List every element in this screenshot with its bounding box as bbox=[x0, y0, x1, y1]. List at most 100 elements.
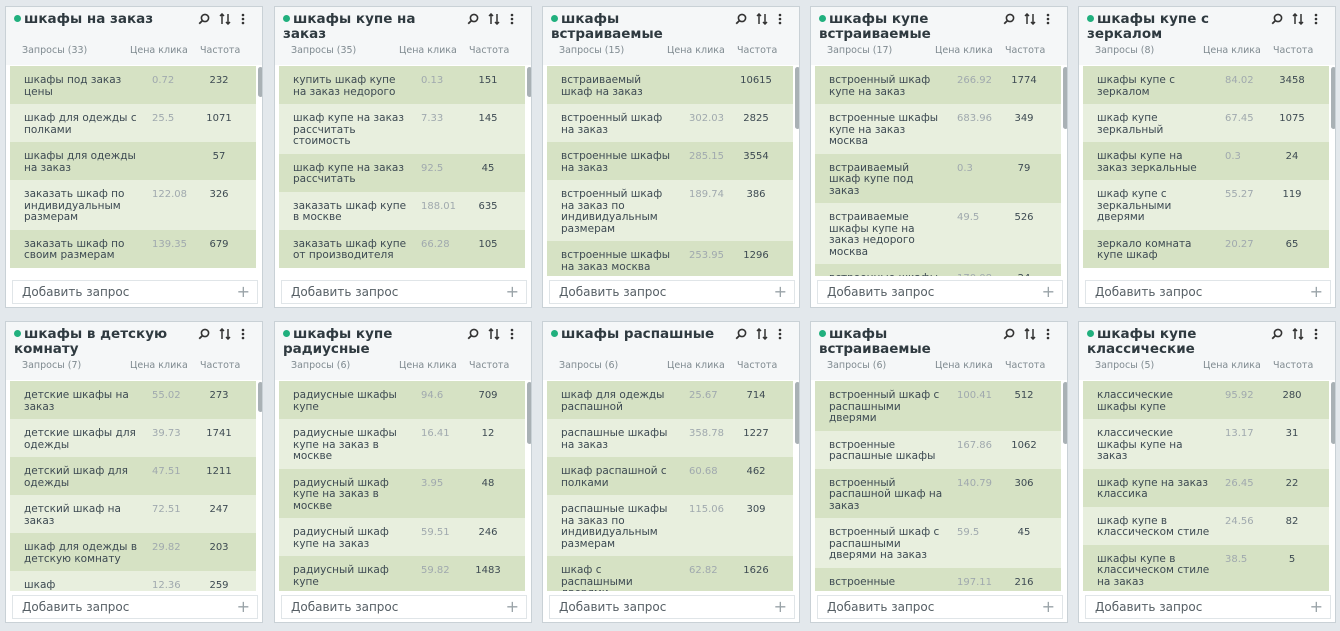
column-header-frequency[interactable]: Частота bbox=[737, 45, 778, 56]
search-icon[interactable] bbox=[735, 13, 747, 25]
query-row[interactable]: шкаф купе с зеркальными дверями 55.27 119 bbox=[1083, 180, 1329, 230]
column-header-frequency[interactable]: Частота bbox=[737, 360, 778, 371]
column-header-price[interactable]: Цена клика bbox=[130, 360, 188, 371]
plus-icon[interactable]: + bbox=[505, 282, 519, 301]
query-row[interactable]: встраиваемый шкаф на заказ 10615 bbox=[547, 66, 793, 104]
kebab-menu-icon[interactable] bbox=[1045, 13, 1057, 25]
scrollbar-thumb[interactable] bbox=[1063, 382, 1067, 444]
query-row[interactable]: шкафы купе на заказ зеркальные 0.3 24 bbox=[1083, 142, 1329, 180]
add-query-input[interactable]: Добавить запрос + bbox=[549, 595, 795, 619]
query-row[interactable]: распашные шкафы на заказ по индивидуальн… bbox=[547, 495, 793, 556]
query-row[interactable]: шкафы купе с зеркалом 84.02 3458 bbox=[1083, 66, 1329, 104]
add-query-input[interactable]: Добавить запрос + bbox=[817, 595, 1063, 619]
query-row[interactable]: детский шкаф на заказ 72.51 247 bbox=[10, 495, 256, 533]
plus-icon[interactable]: + bbox=[1041, 282, 1055, 301]
group-title[interactable]: шкафы купе радиусные bbox=[283, 327, 461, 357]
plus-icon[interactable]: + bbox=[773, 282, 787, 301]
kebab-menu-icon[interactable] bbox=[1313, 13, 1325, 25]
sort-icon[interactable] bbox=[488, 13, 500, 25]
search-icon[interactable] bbox=[467, 13, 479, 25]
column-header-frequency[interactable]: Частота bbox=[1005, 45, 1046, 56]
plus-icon[interactable]: + bbox=[505, 597, 519, 616]
kebab-menu-icon[interactable] bbox=[777, 13, 789, 25]
query-row[interactable]: шкаф с распашными дверями 62.82 1626 bbox=[547, 556, 793, 591]
scrollbar-thumb[interactable] bbox=[527, 382, 531, 444]
scrollbar-thumb[interactable] bbox=[1331, 382, 1335, 444]
sort-icon[interactable] bbox=[756, 13, 768, 25]
sort-icon[interactable] bbox=[488, 328, 500, 340]
column-header-price[interactable]: Цена клика bbox=[130, 45, 188, 56]
sort-icon[interactable] bbox=[1292, 328, 1304, 340]
column-header-query[interactable]: Запросы (5) bbox=[1095, 360, 1154, 371]
column-header-query[interactable]: Запросы (8) bbox=[1095, 45, 1154, 56]
add-query-input[interactable]: Добавить запрос + bbox=[281, 280, 527, 304]
query-row[interactable]: встроенные шкафы купе на заказ москва 683… bbox=[815, 104, 1061, 154]
query-row[interactable]: встроенные распашные шкафы 167.86 1062 bbox=[815, 430, 1061, 469]
add-query-input[interactable]: Добавить запрос + bbox=[549, 280, 795, 304]
query-row[interactable]: шкафы для одежды на заказ 57 bbox=[10, 142, 256, 180]
query-row[interactable]: радиусный шкаф купе на заказ 59.51 246 bbox=[279, 518, 525, 556]
query-row[interactable]: классические шкафы купе на заказ 13.17 31 bbox=[1083, 419, 1329, 469]
kebab-menu-icon[interactable] bbox=[240, 328, 252, 340]
scrollbar-thumb[interactable] bbox=[795, 382, 799, 444]
query-row[interactable]: шкаф купе на заказ рассчитать стоимость 7… bbox=[279, 104, 525, 154]
query-row[interactable]: встроенный шкаф купе на заказ 266.92 1774 bbox=[815, 66, 1061, 104]
column-header-frequency[interactable]: Частота bbox=[1005, 360, 1046, 371]
group-title[interactable]: шкафы купе на заказ bbox=[283, 12, 461, 42]
query-row[interactable]: заказать шкаф по индивидуальным размерам… bbox=[10, 180, 256, 230]
add-query-input[interactable]: Добавить запрос + bbox=[12, 595, 258, 619]
plus-icon[interactable]: + bbox=[236, 282, 250, 301]
column-header-price[interactable]: Цена клика bbox=[399, 360, 457, 371]
query-row[interactable]: радиусные шкафы купе 94.6 709 bbox=[279, 381, 525, 419]
plus-icon[interactable]: + bbox=[1309, 282, 1323, 301]
query-row[interactable]: детский шкаф для одежды 47.51 1211 bbox=[10, 457, 256, 495]
column-header-price[interactable]: Цена клика bbox=[935, 45, 993, 56]
query-row[interactable]: встраиваемый шкаф купе под заказ 0.3 79 bbox=[815, 153, 1061, 203]
query-row[interactable]: радиусный шкаф купе на заказ в москве 3.9… bbox=[279, 468, 525, 518]
query-row[interactable]: встраиваемые шкафы купе на заказ недорог… bbox=[815, 203, 1061, 264]
query-row[interactable]: шкафы под заказ цены 0.72 232 bbox=[10, 66, 256, 104]
column-header-price[interactable]: Цена клика bbox=[667, 45, 725, 56]
column-header-query[interactable]: Запросы (35) bbox=[291, 45, 356, 56]
add-query-input[interactable]: Добавить запрос + bbox=[1085, 595, 1331, 619]
column-header-query[interactable]: Запросы (15) bbox=[559, 45, 624, 56]
search-icon[interactable] bbox=[198, 13, 210, 25]
column-header-price[interactable]: Цена клика bbox=[1203, 45, 1261, 56]
kebab-menu-icon[interactable] bbox=[509, 328, 521, 340]
scrollbar-thumb[interactable] bbox=[1063, 67, 1067, 129]
column-header-frequency[interactable]: Частота bbox=[469, 45, 510, 56]
query-row[interactable]: шкаф для одежды с полками 25.5 1071 bbox=[10, 104, 256, 142]
sort-icon[interactable] bbox=[1024, 13, 1036, 25]
query-row[interactable]: радиусный шкаф купе 59.82 1483 bbox=[279, 556, 525, 591]
query-row[interactable]: заказать шкаф по своим размерам 139.35 679 bbox=[10, 229, 256, 268]
query-row[interactable]: встроенные шкафы купе на заказ от произв… bbox=[815, 264, 1061, 276]
query-row[interactable]: детские шкафы на заказ 55.02 273 bbox=[10, 381, 256, 419]
add-query-input[interactable]: Добавить запрос + bbox=[281, 595, 527, 619]
column-header-query[interactable]: Запросы (7) bbox=[22, 360, 81, 371]
column-header-query[interactable]: Запросы (6) bbox=[291, 360, 350, 371]
query-row[interactable]: шкаф распашной с полками 60.68 462 bbox=[547, 457, 793, 495]
column-header-price[interactable]: Цена клика bbox=[1203, 360, 1261, 371]
query-row[interactable]: шкаф купе зеркальный 67.45 1075 bbox=[1083, 104, 1329, 142]
query-row[interactable]: встроенный шкаф с распашными дверями 100.… bbox=[815, 381, 1061, 431]
add-query-input[interactable]: Добавить запрос + bbox=[12, 280, 258, 304]
query-row[interactable]: встроенный шкаф на заказ 302.03 2825 bbox=[547, 104, 793, 142]
sort-icon[interactable] bbox=[756, 328, 768, 340]
plus-icon[interactable]: + bbox=[773, 597, 787, 616]
query-row[interactable]: зеркало комната купе шкаф 20.27 65 bbox=[1083, 229, 1329, 268]
search-icon[interactable] bbox=[198, 328, 210, 340]
group-title[interactable]: шкафы на заказ bbox=[14, 12, 192, 27]
search-icon[interactable] bbox=[1003, 328, 1015, 340]
add-query-input[interactable]: Добавить запрос + bbox=[817, 280, 1063, 304]
column-header-frequency[interactable]: Частота bbox=[469, 360, 510, 371]
query-row[interactable]: классические шкафы купе 95.92 280 bbox=[1083, 381, 1329, 419]
query-row[interactable]: заказать шкаф купе в москве 188.01 635 bbox=[279, 191, 525, 230]
query-row[interactable]: радиусные шкафы купе на заказ в москве 16… bbox=[279, 419, 525, 469]
query-row[interactable]: встроенный распашной шкаф на заказ 140.79… bbox=[815, 468, 1061, 518]
plus-icon[interactable]: + bbox=[236, 597, 250, 616]
group-title[interactable]: шкафы встраиваемые bbox=[819, 327, 997, 357]
query-row[interactable]: встроенные 197.11 216 bbox=[815, 567, 1061, 591]
column-header-frequency[interactable]: Частота bbox=[1273, 360, 1314, 371]
scrollbar-thumb[interactable] bbox=[527, 67, 531, 97]
query-row[interactable]: шкаф 12.36 259 bbox=[10, 571, 256, 591]
